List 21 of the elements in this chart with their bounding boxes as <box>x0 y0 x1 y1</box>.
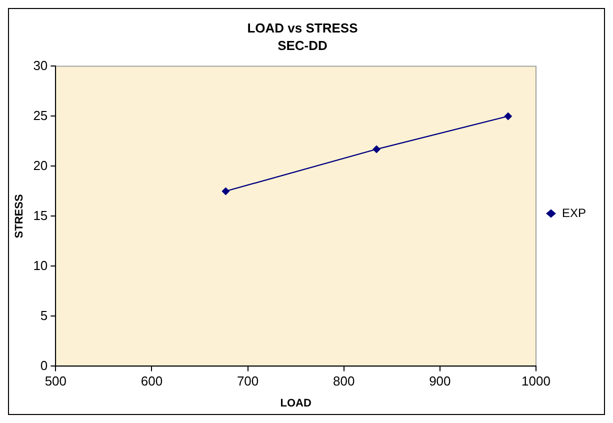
y-tick-label: 20 <box>33 158 48 173</box>
y-tick-label: 0 <box>40 358 48 373</box>
y-axis-title: STRESS <box>14 194 26 238</box>
x-tick-label: 800 <box>333 374 355 389</box>
point <box>372 145 381 154</box>
chart-title: LOAD vs STRESS <box>247 20 358 36</box>
legend-label: EXP <box>562 206 586 220</box>
y-tick-label: 5 <box>40 308 48 323</box>
point <box>222 187 230 196</box>
point <box>504 112 512 120</box>
x-tick-label: 500 <box>44 374 67 389</box>
x-tick-label: 600 <box>140 374 163 389</box>
x-tick-label: 700 <box>236 374 259 389</box>
y-tick-label: 15 <box>33 208 48 223</box>
x-tick-label: 900 <box>429 374 451 389</box>
y-tick-label: 30 <box>33 58 48 73</box>
y-tick-label: 25 <box>33 108 48 123</box>
chart-subtitle: SEC-DD <box>278 38 328 53</box>
x-tick-label: 1000 <box>522 374 550 389</box>
x-axis-title: LOAD <box>280 397 312 410</box>
y-tick-label: 10 <box>33 258 48 273</box>
